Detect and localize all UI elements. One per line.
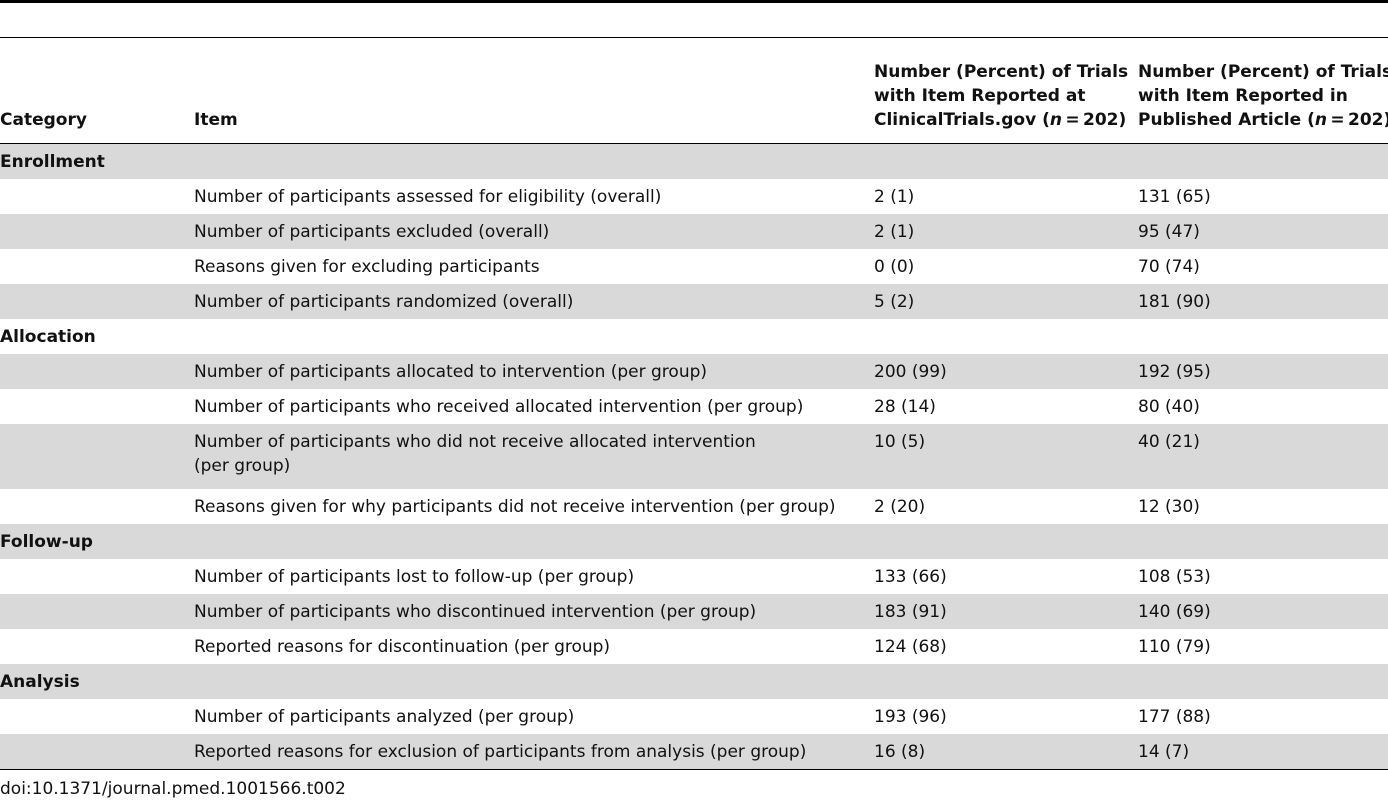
item-cell: Reasons given for excluding participants: [194, 256, 540, 277]
clinicaltrials-value: 0 (0): [874, 256, 915, 277]
table-row: Number of participants who discontinued …: [0, 594, 1388, 629]
published-value: 110 (79): [1138, 636, 1211, 657]
published-value: 181 (90): [1138, 291, 1211, 312]
table-row: Reasons given for why participants did n…: [0, 489, 1388, 524]
category-row: Enrollment: [0, 143, 1388, 179]
category-label: Enrollment: [0, 151, 105, 172]
header-item: Item: [194, 110, 238, 130]
clinicaltrials-value: 28 (14): [874, 396, 936, 417]
published-value: 95 (47): [1138, 221, 1200, 242]
clinicaltrials-value: 193 (96): [874, 706, 947, 727]
table-row: Reported reasons for discontinuation (pe…: [0, 629, 1388, 664]
clinicaltrials-value: 124 (68): [874, 636, 947, 657]
table-row: Number of participants randomized (overa…: [0, 284, 1388, 319]
item-cell: Number of participants lost to follow-up…: [194, 566, 635, 587]
table-row: Number of participants excluded (overall…: [0, 214, 1388, 249]
table-row: Number of participants who did not recei…: [0, 424, 1388, 489]
table-row: Number of participants allocated to inte…: [0, 354, 1388, 389]
header-published: Number (Percent) of Trials with Item Repo…: [1138, 62, 1388, 130]
published-value: 177 (88): [1138, 706, 1211, 727]
clinicaltrials-value: 2 (1): [874, 221, 915, 242]
published-value: 131 (65): [1138, 186, 1211, 207]
category-row: Follow-up: [0, 524, 1388, 559]
clinicaltrials-value: 183 (91): [874, 601, 947, 622]
item-cell: Number of participants analyzed (per gro…: [194, 706, 575, 727]
item-cell: Number of participants who discontinued …: [194, 601, 757, 622]
header-category: Category: [0, 110, 87, 130]
category-label: Allocation: [0, 326, 96, 347]
category-row: Allocation: [0, 319, 1388, 354]
clinicaltrials-value: 16 (8): [874, 741, 926, 762]
published-value: 14 (7): [1138, 741, 1190, 762]
item-cell: Number of participants excluded (overall…: [194, 221, 550, 242]
item-cell: Number of participants assessed for elig…: [194, 186, 662, 207]
clinicaltrials-value: 2 (20): [874, 496, 926, 517]
item-cell: Number of participants who received allo…: [194, 396, 804, 417]
header-row: Category Item Number (Percent) of Trials…: [0, 37, 1388, 144]
item-cell: Reported reasons for discontinuation (pe…: [194, 636, 611, 657]
category-row: Analysis: [0, 664, 1388, 699]
item-cell: Number of participants who did not recei…: [194, 432, 756, 476]
published-value: 192 (95): [1138, 361, 1211, 382]
clinicaltrials-value: 2 (1): [874, 186, 915, 207]
clinicaltrials-value: 200 (99): [874, 361, 947, 382]
clinicaltrials-value: 133 (66): [874, 566, 947, 587]
item-cell: Reported reasons for exclusion of partic…: [194, 741, 807, 762]
results-table: Category Item Number (Percent) of Trials…: [0, 37, 1388, 770]
published-value: 140 (69): [1138, 601, 1211, 622]
clinicaltrials-value: 10 (5): [874, 432, 926, 452]
item-cell: Reasons given for why participants did n…: [194, 496, 836, 517]
category-label: Follow-up: [0, 531, 93, 552]
item-cell: Number of participants allocated to inte…: [194, 361, 708, 382]
published-value: 12 (30): [1138, 496, 1200, 517]
header-clinicaltrials: Number (Percent) of Trials with Item Repo…: [874, 62, 1129, 130]
published-value: 108 (53): [1138, 566, 1211, 587]
table-row: Number of participants analyzed (per gro…: [0, 699, 1388, 734]
table-row: Reasons given for excluding participants…: [0, 249, 1388, 284]
top-rule: [0, 0, 1388, 3]
table-row: Number of participants assessed for elig…: [0, 179, 1388, 214]
published-value: 40 (21): [1138, 432, 1200, 452]
doi-footer: doi:10.1371/journal.pmed.1001566.t002: [0, 779, 346, 799]
table-row: Reported reasons for exclusion of partic…: [0, 734, 1388, 770]
item-cell: Number of participants randomized (overa…: [194, 291, 574, 312]
published-value: 70 (74): [1138, 256, 1200, 277]
published-value: 80 (40): [1138, 396, 1200, 417]
table-row: Number of participants who received allo…: [0, 389, 1388, 424]
table-row: Number of participants lost to follow-up…: [0, 559, 1388, 594]
category-label: Analysis: [0, 671, 80, 692]
clinicaltrials-value: 5 (2): [874, 291, 915, 312]
